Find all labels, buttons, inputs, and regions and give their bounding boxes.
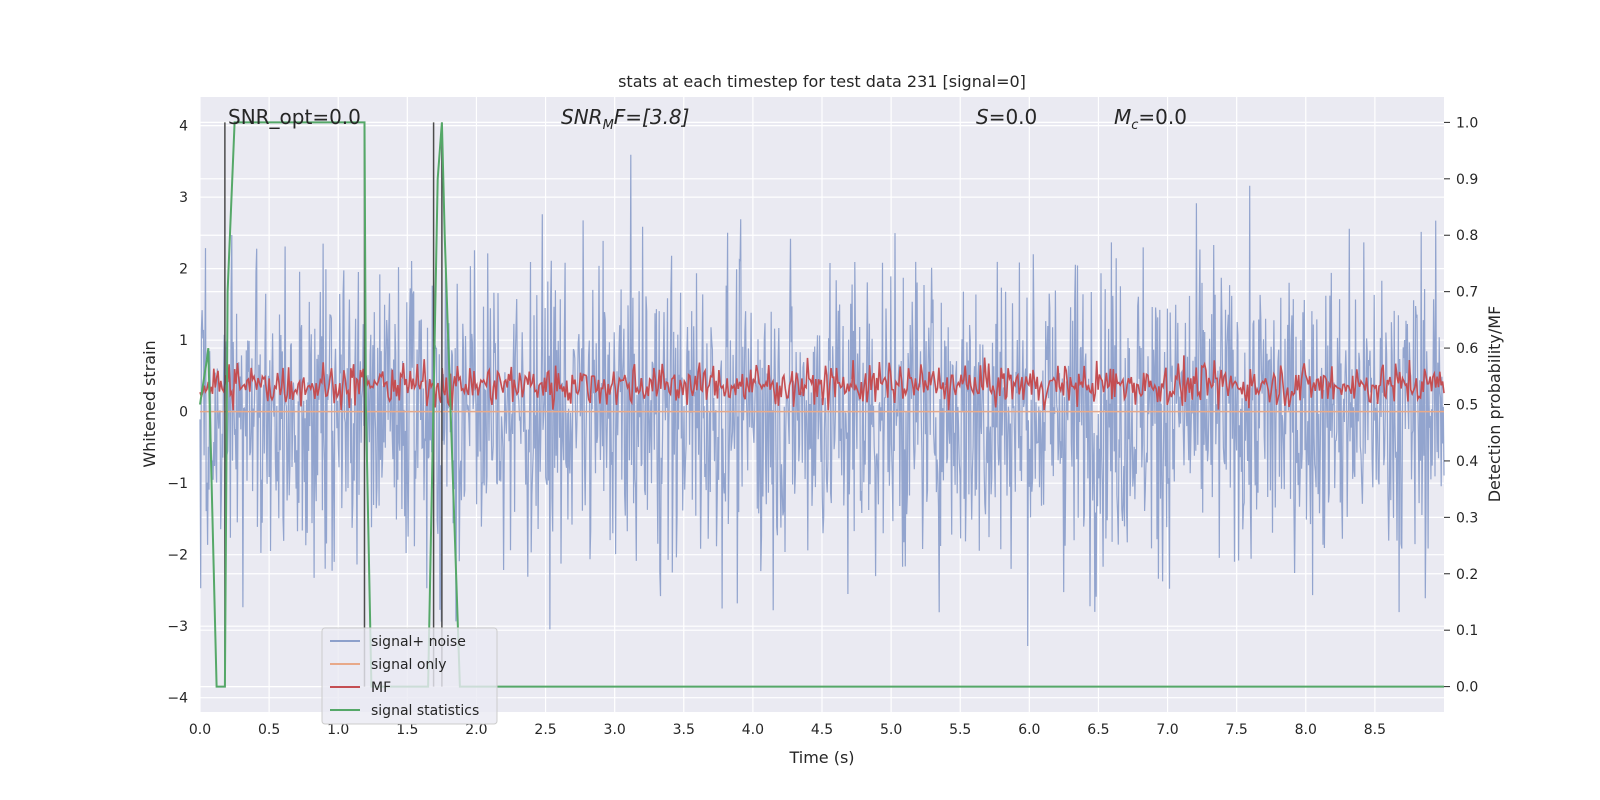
x-tick-label: 7.5 (1226, 722, 1248, 738)
y2-tick-label: 0.6 (1456, 341, 1478, 357)
legend-label-signal-statistics: signal statistics (371, 703, 479, 719)
x-tick-label: 6.5 (1087, 722, 1109, 738)
annotation-s: S=0.0 (976, 105, 1037, 129)
y2-axis-ticks: 1.0 0.9 0.8 0.7 0.6 0.5 0.4 0.3 0.2 0.1 0.0 (1444, 115, 1478, 696)
series-signal-noise (199, 154, 1445, 647)
x-tick-label: 0.0 (189, 722, 211, 738)
y-axis-ticks: 4 3 2 1 0 −1 −2 −3 −4 (167, 119, 188, 707)
x-tick-label: 2.0 (465, 722, 487, 738)
legend: signal+ noise signal only MF signal stat… (321, 627, 498, 725)
x-tick-label: 8.5 (1364, 722, 1386, 738)
y2-tick-label: 0.5 (1456, 398, 1478, 414)
legend-label-signal-only: signal only (371, 657, 446, 673)
annotation-snr-mf-rest: F=[3.8] (614, 105, 690, 129)
y2-tick-label: 0.2 (1456, 567, 1478, 583)
x-tick-label: 0.5 (258, 722, 280, 738)
series-mf (199, 355, 1445, 411)
series-line-signal-statistics (199, 121, 1444, 688)
y2-tick-label: 0.3 (1456, 510, 1478, 526)
x-tick-label: 8.0 (1295, 722, 1317, 738)
y2-axis-label: Detection probability/MF (1485, 306, 1504, 503)
y-axis-label: Whitened strain (140, 340, 159, 467)
x-tick-label: 1.0 (327, 722, 349, 738)
annotation-snr-mf: SNRMF=[3.8] (561, 105, 689, 133)
x-tick-label: 7.0 (1156, 722, 1178, 738)
x-tick-label: 3.0 (604, 722, 626, 738)
x-axis-ticks: 0.0 0.5 1.0 1.5 2.0 2.5 3.0 3.5 4.0 4.5 5.0 5.5 6.0 6… (189, 722, 1386, 738)
x-axis-label: Time (s) (788, 748, 854, 767)
annotation-s-main: S (976, 105, 989, 129)
x-tick-label: 5.5 (949, 722, 971, 738)
x-tick-label: 4.5 (811, 722, 833, 738)
series-line-mf (199, 355, 1445, 411)
x-tick-label: 3.5 (673, 722, 695, 738)
legend-label-mf: MF (371, 680, 391, 696)
annotation-snr-mf-sub: M (603, 118, 614, 133)
y-tick-label: −4 (167, 691, 188, 707)
y-tick-label: 3 (179, 190, 188, 206)
legend-box (321, 627, 498, 725)
annotation-snr-opt: SNR_opt=0.0 (228, 105, 361, 129)
annotation-snr-mf-main: SNR (561, 105, 603, 129)
y2-tick-label: 0.8 (1456, 228, 1478, 244)
y-tick-label: 1 (179, 333, 188, 349)
series-signal-statistics (199, 121, 1444, 688)
chart-title: stats at each timestep for test data 231… (618, 72, 1026, 91)
annotation-mc: Mc=0.0 (1114, 105, 1187, 133)
annotation-s-rest: =0.0 (989, 105, 1038, 129)
annotation-mc-sub: c (1131, 118, 1138, 133)
x-tick-label: 2.5 (534, 722, 556, 738)
x-tick-label: 4.0 (742, 722, 764, 738)
y2-tick-label: 0.4 (1456, 454, 1478, 470)
y2-tick-label: 0.9 (1456, 172, 1478, 188)
y-tick-label: 2 (179, 262, 188, 278)
y-tick-label: 4 (179, 119, 188, 135)
y2-tick-label: 0.1 (1456, 623, 1478, 639)
y2-tick-label: 1.0 (1456, 115, 1478, 131)
legend-label-signal-noise: signal+ noise (371, 634, 466, 650)
y-tick-label: −1 (167, 476, 188, 492)
y2-tick-label: 0.0 (1456, 680, 1478, 696)
y-tick-label: −3 (167, 619, 188, 635)
x-tick-label: 5.0 (880, 722, 902, 738)
y-tick-label: −2 (167, 548, 188, 564)
y2-tick-label: 0.7 (1456, 285, 1478, 301)
series-line-signal-noise (199, 154, 1445, 647)
x-tick-label: 1.5 (396, 722, 418, 738)
annotation-mc-main: M (1114, 105, 1131, 129)
annotation-mc-rest: =0.0 (1138, 105, 1187, 129)
y-tick-label: 0 (179, 405, 188, 421)
x-tick-label: 6.0 (1018, 722, 1040, 738)
